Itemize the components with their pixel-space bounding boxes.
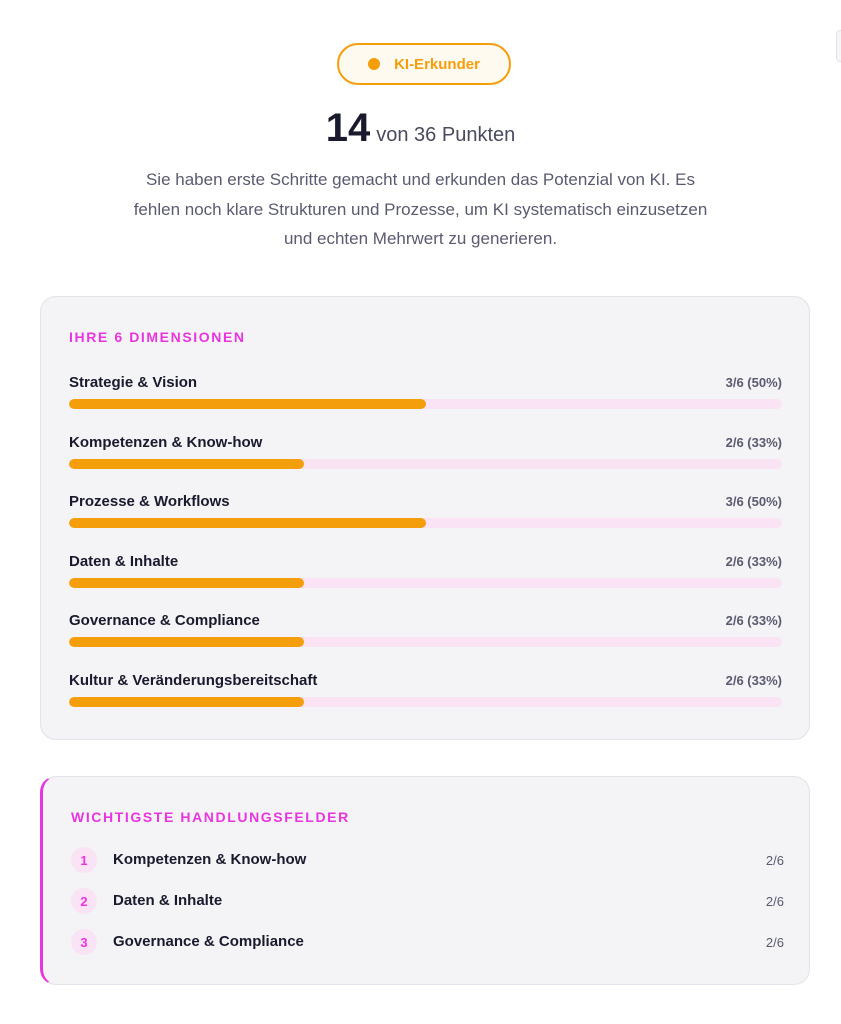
dimension-name: Governance & Compliance (69, 612, 260, 629)
action-field-name: Governance & Compliance (113, 933, 304, 950)
action-field-score: 2/6 (765, 894, 784, 909)
action-field-name: Daten & Inhalte (113, 892, 223, 909)
dimension-row: Governance & Compliance 2/6 (33%) (69, 612, 782, 652)
dimension-score: 2/6 (33%) (725, 673, 782, 688)
action-fields-card: Wichtigste Handlungsfelder 1 Kompetenzen… (40, 776, 810, 985)
progress-track (69, 637, 782, 647)
progress-fill (69, 637, 305, 647)
result-description: Sie haben erste Schritte gemacht und erk… (133, 170, 708, 248)
dimension-row: Kompetenzen & Know-how 2/6 (33%) (69, 434, 782, 474)
level-badge: KI-Erkunder (337, 43, 511, 85)
action-field-score: 2/6 (765, 935, 784, 950)
action-field-score: 2/6 (765, 853, 784, 868)
progress-track (69, 578, 782, 588)
rank-badge: 2 (71, 888, 97, 914)
progress-track (69, 399, 782, 409)
action-field-item: 1 Kompetenzen & Know-how 2/6 (71, 847, 784, 875)
progress-fill (69, 518, 426, 528)
progress-track (69, 459, 782, 469)
progress-track (69, 697, 782, 707)
rank-badge: 3 (71, 929, 97, 955)
dimension-row: Kultur & Veränderungsbereitschaft 2/6 (3… (69, 672, 782, 712)
dimension-name: Strategie & Vision (69, 374, 198, 391)
dimension-row: Prozesse & Workflows 3/6 (50%) (69, 493, 782, 533)
badge-label: KI-Erkunder (394, 55, 480, 73)
rank-badge: 1 (71, 847, 97, 873)
dimensions-title: Ihre 6 Dimensionen (69, 329, 246, 345)
dimension-name: Kultur & Veränderungsbereitschaft (69, 672, 318, 689)
action-field-item: 2 Daten & Inhalte 2/6 (71, 888, 784, 916)
edge-tab[interactable] (836, 30, 841, 62)
dimension-score: 2/6 (33%) (725, 613, 782, 628)
progress-fill (69, 459, 305, 469)
progress-track (69, 518, 782, 528)
dimension-row: Daten & Inhalte 2/6 (33%) (69, 553, 782, 593)
score-value: 14 (325, 106, 371, 150)
action-field-name: Kompetenzen & Know-how (113, 851, 307, 868)
dimension-name: Daten & Inhalte (69, 553, 179, 570)
dimensions-card: Ihre 6 Dimensionen Strategie & Vision 3/… (40, 296, 810, 740)
badge-dot-icon (368, 58, 381, 70)
dimension-score: 3/6 (50%) (725, 375, 782, 390)
dimension-name: Prozesse & Workflows (69, 493, 230, 510)
score-summary: 14 von 36 Punkten (0, 106, 841, 151)
action-fields-title: Wichtigste Handlungsfelder (71, 809, 350, 825)
dimension-row: Strategie & Vision 3/6 (50%) (69, 374, 782, 414)
progress-fill (69, 697, 305, 707)
dimension-score: 2/6 (33%) (725, 554, 782, 569)
dimension-score: 3/6 (50%) (725, 494, 782, 509)
progress-fill (69, 578, 305, 588)
action-field-item: 3 Governance & Compliance 2/6 (71, 929, 784, 957)
dimension-score: 2/6 (33%) (725, 435, 782, 450)
score-suffix: von 36 Punkten (376, 124, 516, 146)
dimension-name: Kompetenzen & Know-how (69, 434, 263, 451)
progress-fill (69, 399, 426, 409)
